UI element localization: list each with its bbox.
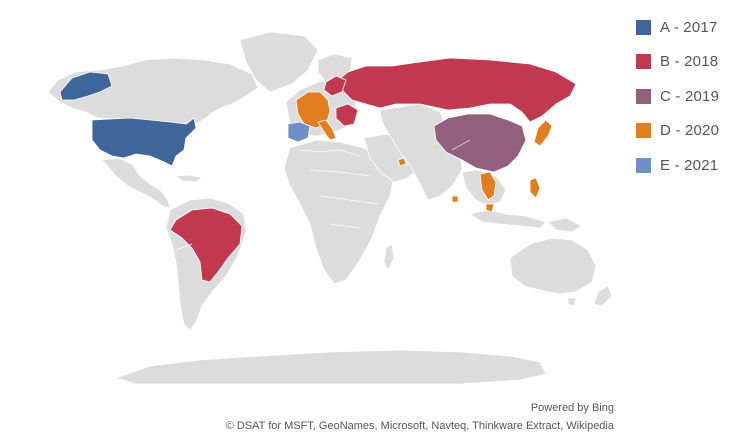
country-uae[interactable] — [397, 157, 407, 167]
country-italy[interactable] — [317, 119, 337, 141]
country-malaysia[interactable] — [485, 203, 495, 213]
border-layer — [175, 139, 471, 251]
highlight-layer — [59, 57, 577, 283]
country-russia[interactable] — [335, 57, 577, 123]
legend-label: D - 2020 — [660, 122, 720, 139]
land-africa — [283, 139, 395, 285]
land-antarctica — [115, 349, 547, 385]
land-australia — [509, 237, 597, 295]
legend-item[interactable]: C - 2019 — [636, 87, 741, 105]
country-europe-red-east[interactable] — [335, 103, 359, 127]
country-usa-alaska[interactable] — [59, 71, 113, 101]
legend: A - 2017 B - 2018 C - 2019 D - 2020 E - 2021 — [636, 18, 741, 191]
legend-item[interactable]: A - 2017 — [636, 18, 741, 36]
country-indonesia-dot[interactable] — [451, 195, 459, 203]
land-new-zealand — [593, 285, 613, 307]
map-credits-label: © DSAT for MSFT, GeoNames, Microsoft, Na… — [225, 420, 614, 432]
land-caribbean — [175, 174, 203, 183]
country-brazil[interactable] — [169, 207, 243, 283]
legend-swatch — [636, 19, 651, 35]
country-japan[interactable] — [533, 119, 553, 147]
legend-label: E - 2021 — [660, 156, 719, 174]
country-western-europe[interactable] — [295, 91, 331, 129]
country-spain[interactable] — [287, 121, 311, 143]
land-indonesia — [469, 209, 547, 229]
land-papua — [547, 217, 583, 233]
legend-label: C - 2019 — [660, 87, 720, 105]
legend-item[interactable]: D - 2020 — [636, 122, 741, 140]
land-madagascar — [383, 243, 395, 271]
legend-label: A - 2017 — [660, 18, 718, 36]
country-thailand[interactable] — [479, 171, 497, 201]
legend-item[interactable]: B - 2018 — [636, 53, 741, 71]
country-china[interactable] — [433, 113, 527, 173]
legend-swatch — [636, 54, 651, 69]
country-philippines[interactable] — [529, 177, 541, 199]
land-greenland — [239, 31, 319, 93]
legend-item[interactable]: E - 2021 — [636, 156, 741, 174]
country-europe-red-north[interactable] — [323, 75, 347, 97]
legend-swatch — [636, 88, 651, 104]
land-mexico-central — [101, 157, 171, 209]
legend-swatch — [636, 157, 651, 173]
powered-by-label: Powered by Bing — [530, 402, 614, 414]
legend-swatch — [636, 123, 651, 138]
legend-label: B - 2018 — [660, 53, 719, 70]
land-tasmania — [567, 297, 577, 307]
country-usa[interactable] — [91, 117, 197, 167]
